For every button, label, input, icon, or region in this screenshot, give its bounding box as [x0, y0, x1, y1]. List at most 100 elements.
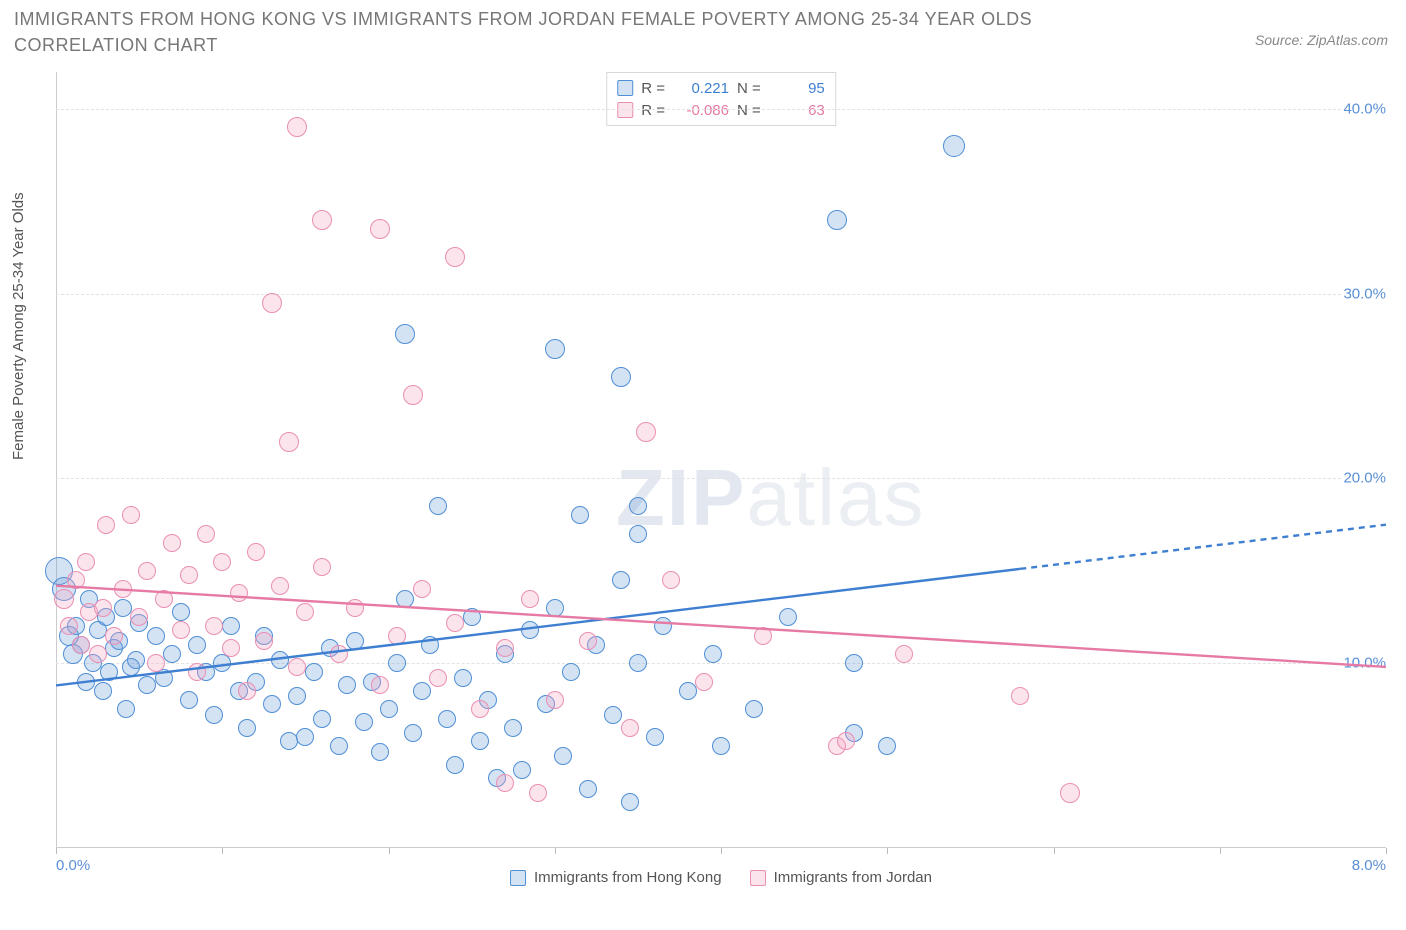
scatter-point-jordan: [122, 506, 140, 524]
scatter-point-jordan: [188, 663, 206, 681]
scatter-point-hongkong: [463, 608, 481, 626]
scatter-point-hongkong: [471, 732, 489, 750]
scatter-point-jordan: [247, 543, 265, 561]
swatch-jordan: [750, 870, 766, 886]
r-value-jordan: -0.086: [673, 102, 729, 119]
swatch-jordan: [617, 102, 633, 118]
scatter-point-hongkong: [330, 737, 348, 755]
legend-item-hongkong: Immigrants from Hong Kong: [510, 869, 722, 886]
legend-item-jordan: Immigrants from Jordan: [750, 869, 932, 886]
scatter-point-hongkong: [446, 756, 464, 774]
scatter-point-hongkong: [654, 617, 672, 635]
scatter-point-jordan: [1060, 783, 1080, 803]
scatter-point-jordan: [138, 562, 156, 580]
scatter-point-hongkong: [404, 724, 422, 742]
scatter-point-hongkong: [271, 651, 289, 669]
scatter-point-hongkong: [180, 691, 198, 709]
scatter-point-jordan: [370, 219, 390, 239]
scatter-point-jordan: [262, 293, 282, 313]
scatter-point-jordan: [895, 645, 913, 663]
y-axis-label: Female Poverty Among 25-34 Year Olds: [10, 192, 27, 460]
scatter-point-jordan: [388, 627, 406, 645]
scatter-point-hongkong: [545, 339, 565, 359]
scatter-point-jordan: [255, 632, 273, 650]
scatter-point-jordan: [521, 590, 539, 608]
scatter-point-hongkong: [100, 663, 118, 681]
scatter-point-hongkong: [629, 525, 647, 543]
scatter-point-jordan: [579, 632, 597, 650]
scatter-point-hongkong: [779, 608, 797, 626]
scatter-point-jordan: [94, 599, 112, 617]
legend-label-jordan: Immigrants from Jordan: [774, 869, 932, 886]
scatter-point-hongkong: [395, 324, 415, 344]
scatter-point-jordan: [147, 654, 165, 672]
scatter-point-jordan: [288, 658, 306, 676]
scatter-point-hongkong: [396, 590, 414, 608]
scatter-point-hongkong: [147, 627, 165, 645]
scatter-point-jordan: [287, 117, 307, 137]
scatter-point-hongkong: [413, 682, 431, 700]
scatter-point-hongkong: [546, 599, 564, 617]
trend-lines: [56, 72, 1386, 848]
scatter-point-jordan: [67, 571, 85, 589]
scatter-point-hongkong: [429, 497, 447, 515]
grid-line: [56, 294, 1386, 295]
trend-line-dashed-hongkong: [1020, 525, 1386, 569]
scatter-point-jordan: [205, 617, 223, 635]
scatter-point-hongkong: [188, 636, 206, 654]
scatter-point-hongkong: [579, 780, 597, 798]
scatter-point-hongkong: [745, 700, 763, 718]
scatter-point-hongkong: [117, 700, 135, 718]
scatter-point-hongkong: [611, 367, 631, 387]
scatter-point-hongkong: [679, 682, 697, 700]
scatter-point-hongkong: [629, 497, 647, 515]
scatter-point-hongkong: [313, 710, 331, 728]
scatter-point-jordan: [230, 584, 248, 602]
scatter-point-hongkong: [380, 700, 398, 718]
scatter-point-jordan: [77, 553, 95, 571]
source-attribution: Source: ZipAtlas.com: [1255, 32, 1388, 48]
scatter-point-hongkong: [222, 617, 240, 635]
x-tick: [1386, 848, 1387, 854]
scatter-point-hongkong: [371, 743, 389, 761]
scatter-point-jordan: [446, 614, 464, 632]
scatter-point-hongkong: [621, 793, 639, 811]
r-value-hongkong: 0.221: [673, 80, 729, 97]
scatter-point-jordan: [197, 525, 215, 543]
scatter-point-hongkong: [943, 135, 965, 157]
scatter-point-hongkong: [878, 737, 896, 755]
scatter-point-hongkong: [127, 651, 145, 669]
scatter-point-jordan: [529, 784, 547, 802]
n-value-hongkong: 95: [769, 80, 825, 97]
scatter-point-hongkong: [205, 706, 223, 724]
x-tick: [887, 848, 888, 854]
scatter-point-jordan: [371, 676, 389, 694]
scatter-point-hongkong: [238, 719, 256, 737]
scatter-point-jordan: [89, 645, 107, 663]
scatter-point-hongkong: [172, 603, 190, 621]
scatter-point-hongkong: [114, 599, 132, 617]
scatter-point-hongkong: [454, 669, 472, 687]
n-label: N =: [737, 102, 761, 119]
scatter-point-hongkong: [629, 654, 647, 672]
scatter-point-hongkong: [263, 695, 281, 713]
scatter-point-jordan: [72, 636, 90, 654]
scatter-point-hongkong: [827, 210, 847, 230]
x-tick-label: 8.0%: [1352, 857, 1386, 874]
n-label: N =: [737, 80, 761, 97]
y-tick-label: 10.0%: [1341, 655, 1388, 672]
x-tick: [56, 848, 57, 854]
scatter-point-hongkong: [646, 728, 664, 746]
scatter-point-hongkong: [163, 645, 181, 663]
grid-line: [56, 663, 1386, 664]
scatter-point-jordan: [155, 590, 173, 608]
scatter-point-jordan: [546, 691, 564, 709]
scatter-point-jordan: [180, 566, 198, 584]
scatter-point-hongkong: [554, 747, 572, 765]
scatter-point-jordan: [695, 673, 713, 691]
scatter-point-hongkong: [280, 732, 298, 750]
correlation-legend-box: R = 0.221 N = 95 R = -0.086 N = 63: [606, 72, 836, 126]
scatter-point-jordan: [636, 422, 656, 442]
scatter-point-jordan: [496, 774, 514, 792]
scatter-point-jordan: [105, 627, 123, 645]
